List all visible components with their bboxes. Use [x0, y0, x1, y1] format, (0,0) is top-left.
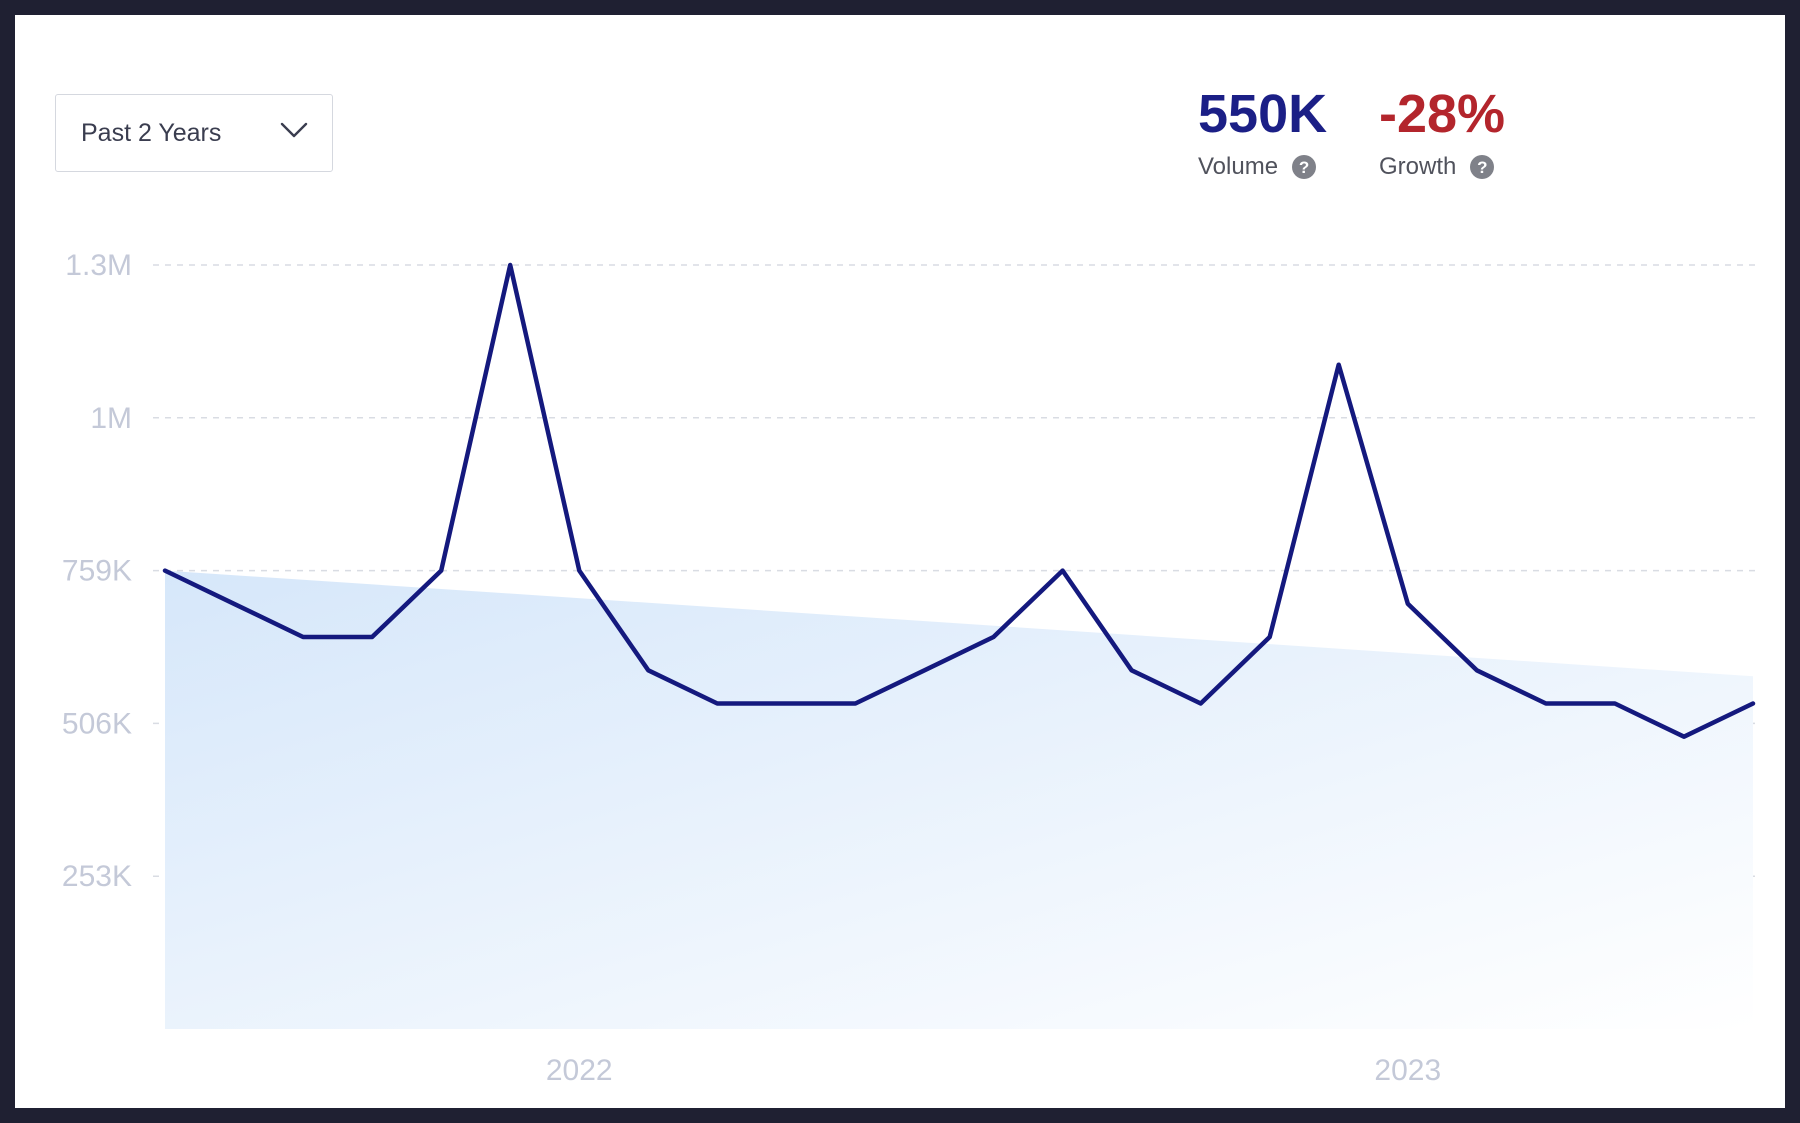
growth-help-icon[interactable]: ? [1470, 155, 1495, 179]
data-point[interactable] [847, 695, 863, 711]
data-point[interactable] [1538, 695, 1554, 711]
growth-stat: -28% Growth ? [1379, 81, 1505, 181]
data-point[interactable] [1469, 662, 1485, 678]
data-point[interactable] [986, 629, 1002, 645]
trend-area [165, 570, 1753, 1029]
y-tick-label: 1M [90, 402, 132, 435]
data-point[interactable] [1400, 596, 1416, 612]
data-point[interactable] [1676, 729, 1692, 745]
growth-label: Growth [1379, 153, 1457, 180]
time-range-label: Past 2 Years [81, 119, 222, 147]
x-tick-label: 2022 [546, 1054, 613, 1087]
y-tick-label: 1.3M [65, 249, 132, 282]
chevron-down-icon [280, 122, 308, 138]
growth-value: -28% [1379, 84, 1506, 144]
y-tick-label: 253K [62, 860, 132, 893]
data-point[interactable] [1124, 662, 1140, 678]
volume-label: Volume [1198, 153, 1279, 180]
y-tick-label: 759K [62, 555, 132, 588]
volume-stat: 550K Volume ? [1198, 81, 1327, 181]
series-line [162, 262, 1756, 739]
data-point[interactable] [640, 662, 656, 678]
data-point[interactable] [1193, 695, 1209, 711]
data-point[interactable] [1331, 357, 1347, 373]
data-point[interactable] [1055, 563, 1071, 579]
volume-help-icon[interactable]: ? [1292, 155, 1317, 179]
volume-value: 550K [1198, 84, 1328, 144]
data-point[interactable] [709, 695, 725, 711]
data-point[interactable] [295, 629, 311, 645]
data-point[interactable] [226, 596, 242, 612]
data-point[interactable] [502, 257, 518, 273]
data-point[interactable] [433, 563, 449, 579]
y-tick-label: 506K [62, 707, 132, 740]
data-point[interactable] [571, 563, 587, 579]
data-point[interactable] [157, 563, 173, 579]
time-range-dropdown[interactable]: Past 2 Years [55, 94, 333, 172]
data-point[interactable] [1607, 695, 1623, 711]
data-point[interactable] [778, 695, 794, 711]
data-point[interactable] [916, 662, 932, 678]
data-point[interactable] [1745, 695, 1761, 711]
x-tick-label: 2023 [1374, 1054, 1441, 1087]
data-point[interactable] [364, 629, 380, 645]
data-point[interactable] [1262, 629, 1278, 645]
